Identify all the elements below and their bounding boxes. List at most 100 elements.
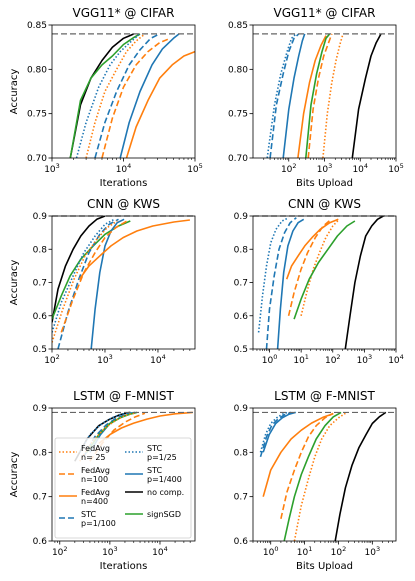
plot-area (259, 411, 387, 541)
x-tick-label: 102 (281, 162, 297, 175)
series-stc400 (262, 411, 297, 453)
series-fedavg400 (78, 219, 190, 280)
y-tick-label: 0.6 (33, 537, 48, 547)
panel-4: 100 101 102 103 104 0.5 0.6 0.7 0.8 0.9 CNN @ KWS (234, 197, 404, 366)
series-fedavg25 (300, 218, 340, 316)
panel-1: 103 104 105 0.70 0.75 0.80 0.85 VGG11* @ CIFAR I… (9, 6, 203, 189)
x-tick-label: 104 (116, 162, 132, 175)
series-stc100 (94, 33, 160, 158)
y-tick-label: 0.9 (33, 404, 48, 414)
series-signsgd (305, 33, 331, 158)
legend-label: n=100 (81, 475, 108, 484)
x-tick-label: 103 (44, 162, 60, 175)
y-tick-label: 0.75 (27, 110, 47, 120)
y-axis-label: Accuracy (9, 452, 20, 498)
series-signsgd (293, 220, 356, 320)
x-tick-label: 104 (152, 545, 168, 558)
y-tick-label: 0.8 (234, 245, 249, 255)
legend-label: FedAvg (81, 466, 110, 475)
axes-frame (51, 407, 196, 542)
series-nocomp (52, 216, 106, 323)
series-fedavg100 (101, 37, 171, 158)
panel-title: LSTM @ F-MNIST (73, 389, 174, 403)
x-axis-label: Bits Upload (296, 561, 353, 572)
y-tick-label: 0.6 (234, 537, 249, 547)
x-tick-label: 102 (325, 353, 341, 366)
x-tick-label: 105 (388, 162, 404, 175)
x-tick-label: 101 (297, 545, 313, 558)
y-tick-label: 0.7 (33, 493, 47, 503)
x-tick-label: 104 (388, 353, 404, 366)
x-tick-label: 104 (150, 353, 166, 366)
series-fedavg400 (262, 413, 334, 497)
plot-area (69, 33, 195, 158)
x-tick-label: 103 (317, 162, 333, 175)
series-nocomp (334, 411, 387, 541)
series-stc25 (266, 33, 297, 158)
series-stc100 (259, 411, 292, 458)
y-tick-label: 0.8 (234, 448, 249, 458)
y-tick-label: 0.5 (234, 345, 248, 355)
x-tick-label: 100 (262, 353, 278, 366)
y-axis-label: Accuracy (9, 260, 20, 306)
y-tick-label: 0.8 (33, 245, 48, 255)
axes-frame (252, 407, 397, 542)
series-fedavg25 (52, 220, 118, 343)
panel-2: 102 103 104 105 0.70 0.75 0.80 0.85 VGG11* @ CIF… (228, 6, 404, 189)
series-fedavg100 (89, 412, 146, 462)
series-fedavg400 (98, 411, 193, 445)
x-tick-label: 103 (97, 353, 113, 366)
legend-label: no comp. (147, 488, 184, 497)
panel-title: CNN @ KWS (87, 197, 160, 211)
series-stc400 (282, 33, 306, 158)
series-stc400 (119, 33, 180, 158)
x-axis-label: Iterations (100, 178, 148, 189)
x-tick-label: 103 (102, 545, 118, 558)
series-signsgd (69, 33, 141, 158)
x-tick-label: 101 (293, 353, 309, 366)
x-tick-label: 102 (331, 545, 347, 558)
panel-3: 102 103 104 0.5 0.6 0.7 0.8 0.9 CNN @ KWS Accurac… (9, 197, 196, 366)
x-tick-label: 103 (357, 353, 373, 366)
legend-label: FedAvg (81, 444, 110, 453)
x-tick-label: 103 (365, 545, 381, 558)
series-nocomp (351, 33, 382, 158)
series-fedavg100 (287, 218, 332, 316)
x-tick-label: 102 (52, 545, 68, 558)
y-tick-label: 0.9 (234, 212, 249, 222)
panel-title: CNN @ KWS (288, 197, 361, 211)
panel-title: LSTM @ F-MNIST (274, 389, 375, 403)
series-fedavg100 (280, 412, 334, 519)
panel-title: VGG11* @ CIFAR (73, 6, 175, 20)
series-stc100 (265, 217, 297, 349)
x-tick-label: 100 (263, 545, 279, 558)
series-fedavg25 (79, 412, 136, 462)
y-tick-label: 0.85 (27, 21, 47, 31)
plot-area (52, 216, 190, 349)
series-stc400 (276, 218, 305, 349)
legend-label: p=1/25 (147, 453, 177, 462)
y-tick-label: 0.70 (27, 154, 47, 164)
y-tick-label: 0.80 (228, 65, 248, 75)
y-tick-label: 0.7 (33, 279, 47, 289)
legend-label: STC (81, 510, 96, 519)
y-tick-label: 0.70 (228, 154, 248, 164)
legend-label: STC (147, 466, 162, 475)
y-tick-label: 0.80 (27, 65, 47, 75)
series-stc400 (90, 218, 125, 349)
y-tick-label: 0.7 (234, 493, 248, 503)
panel-6: 100 101 102 103 0.6 0.7 0.8 0.9 LSTM @ F-MNIST Bi… (234, 389, 397, 572)
legend-label: p=1/100 (81, 519, 116, 528)
legend-label: STC (147, 444, 162, 453)
series-stc25 (79, 411, 131, 453)
y-tick-label: 0.9 (234, 404, 249, 414)
legend-label: FedAvg (81, 488, 110, 497)
plot-area (257, 216, 384, 349)
y-tick-label: 0.6 (33, 312, 48, 322)
series-nocomp (344, 216, 384, 349)
series-fedavg100 (60, 220, 128, 333)
y-tick-label: 0.6 (234, 312, 249, 322)
series-stc25 (75, 33, 141, 158)
